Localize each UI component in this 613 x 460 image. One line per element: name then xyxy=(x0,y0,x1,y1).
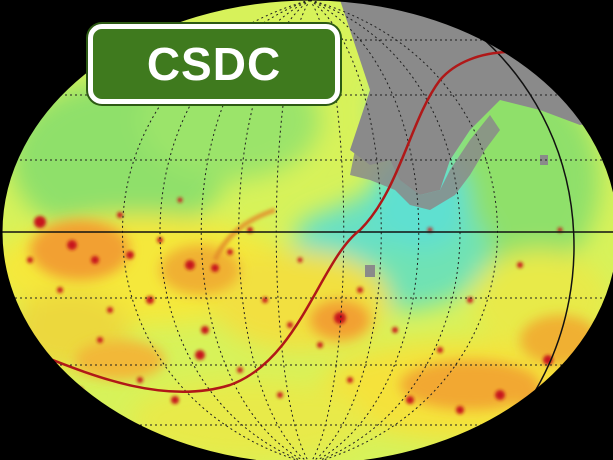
orange-arc xyxy=(212,207,276,262)
logo-text: CSDC xyxy=(146,38,282,90)
csdc-logo: CSDC xyxy=(88,24,340,104)
ecliptic-curve xyxy=(2,50,613,394)
